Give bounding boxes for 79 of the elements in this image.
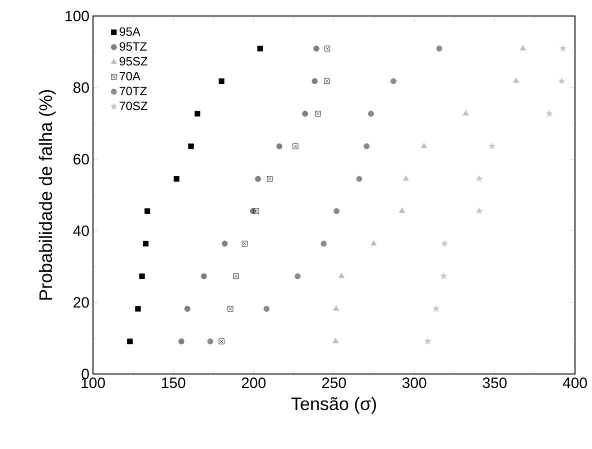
point: [257, 46, 263, 52]
point: [218, 338, 224, 344]
point: [338, 272, 345, 278]
x-tick-label: 200: [242, 378, 266, 388]
point: [558, 78, 566, 84]
point: [398, 208, 406, 213]
point: [390, 78, 396, 84]
legend-label: 95A: [120, 27, 140, 36]
point: [333, 305, 340, 311]
x-tick-label: 150: [162, 378, 186, 388]
point: [292, 144, 298, 150]
y-tick-label: 20: [74, 297, 89, 308]
x-tick-label: 250: [322, 378, 346, 388]
point: [174, 176, 180, 182]
point: [200, 273, 207, 280]
point: [276, 143, 282, 150]
point: [334, 208, 340, 214]
point: [432, 305, 440, 312]
point: [513, 78, 520, 83]
point: [294, 273, 301, 280]
x-tick-label: 100: [82, 378, 105, 388]
x-axis-title: Tensão (σ): [291, 396, 376, 414]
point: [424, 338, 432, 344]
point: [324, 46, 330, 52]
y-tick-label: 40: [73, 225, 89, 236]
point: [184, 306, 190, 312]
point: [315, 110, 321, 117]
point: [127, 338, 133, 344]
point: [302, 110, 308, 117]
point: [332, 338, 339, 344]
point: [144, 208, 150, 214]
point: [368, 110, 374, 117]
y-axis-title: Probabilidade de falha (%): [38, 90, 56, 300]
point: [436, 46, 442, 52]
point: [207, 338, 214, 344]
point: [488, 142, 496, 150]
point: [520, 45, 526, 50]
point: [476, 208, 483, 214]
legend-label: 95TZ: [120, 42, 147, 51]
point: [356, 176, 362, 182]
point: [194, 110, 200, 117]
point: [546, 110, 553, 117]
point: [560, 44, 566, 52]
point: [402, 175, 410, 181]
point: [264, 306, 270, 312]
point: [476, 175, 483, 182]
point: [135, 306, 141, 312]
point: [320, 240, 327, 247]
point: [228, 306, 234, 312]
point: [253, 208, 260, 214]
point: [370, 240, 377, 246]
point: [139, 273, 145, 280]
point: [462, 110, 469, 116]
x-tick-label: 400: [562, 378, 587, 388]
y-tick-label: 60: [74, 154, 89, 164]
point: [364, 143, 370, 150]
point: [255, 176, 261, 182]
point: [188, 144, 194, 150]
x-tick-label: 350: [482, 378, 507, 388]
point: [266, 176, 273, 182]
point: [242, 240, 248, 246]
y-tick-label: 80: [73, 82, 89, 93]
y-tick-label: 100: [66, 10, 89, 22]
point: [233, 273, 239, 280]
x-tick-label: 300: [402, 378, 426, 388]
point: [178, 338, 184, 344]
point: [313, 46, 320, 52]
legend-label: 70A: [120, 72, 140, 80]
point: [420, 142, 428, 148]
point: [324, 78, 330, 84]
point: [142, 240, 148, 246]
point: [218, 78, 224, 84]
legend-label: 70TZ: [120, 86, 147, 96]
point: [440, 272, 448, 280]
legend-label: 70SZ: [120, 102, 148, 110]
point: [222, 240, 228, 247]
point: [312, 78, 318, 84]
legend-label: 95SZ: [120, 57, 148, 66]
point: [441, 240, 448, 247]
